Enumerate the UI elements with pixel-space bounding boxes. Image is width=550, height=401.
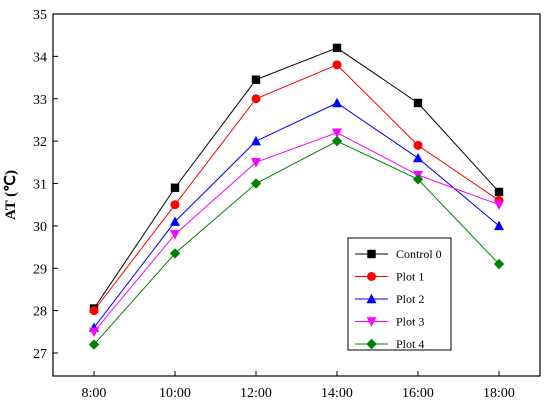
data-point-control-0 <box>170 183 180 192</box>
legend-item-plot-4: Plot 4 <box>355 337 424 351</box>
data-point-plot-4 <box>250 178 262 189</box>
y-axis: 27 28 29 30 31 32 33 34 35 <box>33 8 58 362</box>
data-point-plot-4 <box>412 174 424 185</box>
legend-label: Plot 1 <box>396 270 424 284</box>
data-point-control-0 <box>413 98 423 108</box>
legend-marker <box>366 293 377 304</box>
y-tick-label: 32 <box>33 135 47 150</box>
legend-label: Plot 4 <box>396 337 424 351</box>
x-tick-label: 18:00 <box>483 386 515 401</box>
data-point-plot-1 <box>251 94 261 104</box>
data-point-control-0 <box>494 187 504 197</box>
data-point-plot-2 <box>251 135 261 146</box>
data-point-plot-2 <box>170 216 180 226</box>
y-tick-label: 35 <box>33 8 47 23</box>
series-line-plot-1 <box>93 64 500 311</box>
x-tick-label: 12:00 <box>240 386 272 401</box>
legend-item-control-0: Control 0 <box>355 247 442 261</box>
legend-marker <box>367 272 376 281</box>
y-tick-label: 34 <box>33 50 47 65</box>
y-tick-label: 33 <box>33 93 47 108</box>
y-tick-label: 28 <box>33 305 47 320</box>
x-tick-label: 16:00 <box>402 386 434 401</box>
y-tick-label: 29 <box>33 262 47 277</box>
data-point-control-0 <box>332 43 342 53</box>
data-point-plot-3 <box>251 158 261 168</box>
data-point-plot-1 <box>170 200 180 210</box>
series-layer <box>88 43 505 350</box>
legend: Control 0 Plot 1 Plot 2 Plot 3 Plot 4 <box>347 237 452 351</box>
series-line-control-0 <box>93 47 500 309</box>
data-point-control-0 <box>251 75 261 84</box>
series-plot-4 <box>88 135 505 350</box>
x-tick-label: 8:00 <box>82 386 107 401</box>
data-point-plot-1 <box>89 306 99 316</box>
data-point-plot-2 <box>494 220 504 231</box>
legend-box <box>347 237 452 351</box>
series-line-plot-2 <box>93 102 500 328</box>
series-plot-3 <box>89 128 504 338</box>
data-point-plot-4 <box>493 258 505 270</box>
x-tick-label: 10:00 <box>159 386 191 401</box>
plot-frame <box>52 13 541 377</box>
x-axis: 8:00 10:00 12:00 14:00 16:00 18:00 <box>82 371 515 401</box>
data-point-plot-2 <box>413 152 423 163</box>
legend-marker <box>366 338 377 350</box>
data-point-plot-4 <box>88 339 100 350</box>
data-point-plot-3 <box>170 230 180 240</box>
y-tick-label: 31 <box>33 178 47 193</box>
y-tick-label: 30 <box>33 220 47 235</box>
legend-label: Plot 3 <box>396 315 424 329</box>
series-line-plot-4 <box>93 140 500 345</box>
data-point-plot-3 <box>332 128 342 138</box>
legend-item-plot-3: Plot 3 <box>355 315 424 329</box>
x-tick-label: 14:00 <box>321 386 353 401</box>
legend-item-plot-1: Plot 1 <box>355 270 424 284</box>
y-axis-title: AT (℃) <box>3 170 19 220</box>
data-point-plot-3 <box>494 200 504 210</box>
y-tick-label: 27 <box>33 347 47 362</box>
data-point-plot-4 <box>169 248 181 259</box>
legend-marker <box>367 249 376 259</box>
data-point-plot-4 <box>331 135 343 147</box>
data-point-plot-3 <box>89 327 99 338</box>
data-point-plot-2 <box>332 97 342 108</box>
legend-label: Control 0 <box>396 247 442 261</box>
data-point-plot-1 <box>413 140 423 150</box>
series-line-plot-3 <box>93 132 500 333</box>
data-point-plot-1 <box>332 60 342 70</box>
legend-item-plot-2: Plot 2 <box>355 292 424 306</box>
legend-label: Plot 2 <box>396 292 424 306</box>
legend-marker <box>366 317 377 327</box>
